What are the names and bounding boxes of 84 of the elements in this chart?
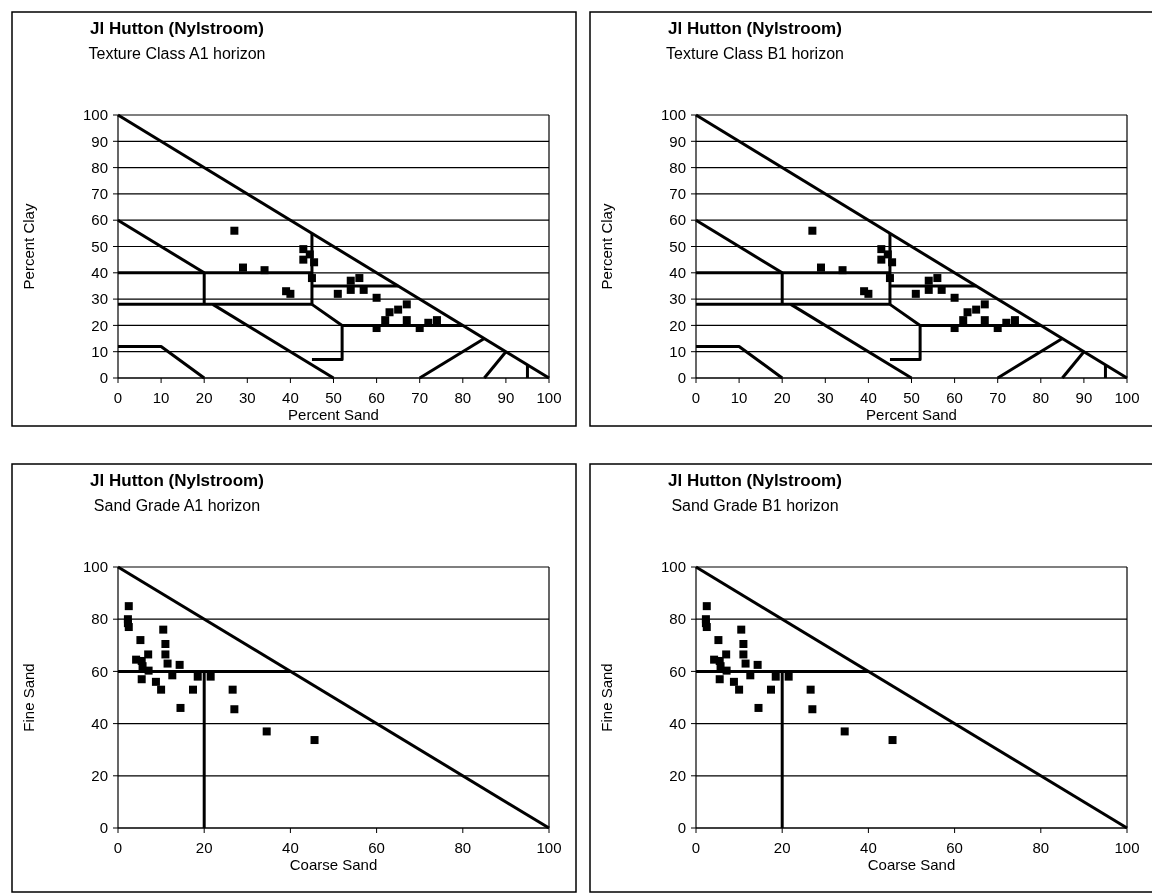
x-tick-label: 80: [1032, 389, 1050, 406]
y-tick-label: 20: [91, 316, 108, 334]
y-tick-label: 60: [669, 211, 686, 229]
y-tick-label: 0: [677, 819, 686, 837]
x-tick-label: 0: [691, 839, 701, 856]
x-tick-label: 70: [411, 389, 429, 406]
x-tick-label: 50: [903, 389, 920, 406]
y-tick-label: 20: [669, 767, 686, 785]
x-tick-label: 100: [1114, 839, 1140, 856]
x-tick-label: 100: [1114, 389, 1140, 406]
x-tick-label: 100: [536, 839, 562, 856]
x-tick-label: 40: [282, 389, 299, 406]
chart-title: Jl Hutton (Nylstroom): [668, 19, 842, 38]
y-tick-label: 80: [91, 158, 108, 176]
y-tick-label: 30: [669, 290, 686, 308]
y-tick-label: 10: [91, 342, 108, 360]
y-axis-title: Percent Clay: [598, 203, 615, 290]
x-tick-label: 60: [368, 389, 385, 406]
y-axis-title: Fine Sand: [20, 663, 37, 732]
x-tick-label: 90: [1075, 389, 1093, 406]
y-tick-label: 100: [660, 558, 686, 576]
x-tick-label: 30: [816, 389, 834, 406]
chart-subtitle: Sand Grade B1 horizon: [671, 497, 839, 514]
x-axis-title: Percent Sand: [866, 406, 957, 423]
y-tick-label: 20: [669, 316, 686, 334]
x-tick-label: 40: [860, 839, 877, 856]
y-tick-label: 100: [82, 106, 108, 124]
y-tick-label: 0: [99, 819, 108, 837]
y-tick-label: 60: [91, 211, 108, 229]
x-axis-title: Percent Sand: [288, 406, 379, 423]
y-tick-label: 40: [91, 714, 108, 732]
y-tick-label: 20: [91, 767, 108, 785]
y-axis-title: Fine Sand: [598, 663, 615, 732]
x-tick-label: 80: [1032, 839, 1050, 856]
y-tick-label: 10: [669, 342, 686, 360]
y-tick-label: 60: [669, 662, 686, 680]
chart-subtitle: Texture Class A1 horizon: [88, 45, 266, 62]
x-axis-title: Coarse Sand: [289, 856, 378, 873]
x-tick-label: 40: [860, 389, 877, 406]
x-tick-label: 40: [282, 839, 299, 856]
y-tick-label: 30: [91, 290, 108, 308]
y-tick-label: 100: [82, 558, 108, 576]
x-tick-label: 90: [497, 389, 515, 406]
x-tick-label: 0: [691, 389, 701, 406]
x-tick-label: 20: [195, 839, 213, 856]
y-tick-label: 70: [91, 185, 108, 203]
x-tick-label: 20: [195, 389, 213, 406]
y-tick-label: 80: [91, 610, 108, 628]
x-tick-label: 50: [325, 389, 342, 406]
x-tick-label: 10: [152, 389, 170, 406]
x-tick-label: 20: [773, 839, 791, 856]
y-tick-label: 40: [669, 714, 686, 732]
y-axis-title: Percent Clay: [20, 203, 37, 290]
x-tick-label: 80: [454, 839, 472, 856]
chart-title: Jl Hutton (Nylstroom): [90, 19, 264, 38]
chart-subtitle: Sand Grade A1 horizon: [93, 497, 261, 514]
y-tick-label: 80: [669, 158, 686, 176]
chart-subtitle: Texture Class B1 horizon: [666, 45, 844, 62]
x-tick-label: 0: [113, 839, 123, 856]
chart-title: Jl Hutton (Nylstroom): [90, 471, 264, 490]
x-tick-label: 0: [113, 389, 123, 406]
y-tick-label: 90: [91, 132, 108, 150]
y-tick-label: 40: [669, 264, 686, 282]
y-tick-label: 0: [677, 369, 686, 387]
x-tick-label: 70: [989, 389, 1007, 406]
y-tick-label: 80: [669, 610, 686, 628]
x-tick-label: 60: [946, 839, 963, 856]
y-tick-label: 0: [99, 369, 108, 387]
x-tick-label: 10: [730, 389, 748, 406]
x-tick-label: 80: [454, 389, 472, 406]
y-tick-label: 70: [669, 185, 686, 203]
x-tick-label: 60: [946, 389, 963, 406]
y-tick-label: 100: [660, 106, 686, 124]
x-axis-title: Coarse Sand: [867, 856, 956, 873]
y-tick-label: 60: [91, 662, 108, 680]
y-tick-label: 40: [91, 264, 108, 282]
chart-title: Jl Hutton (Nylstroom): [668, 471, 842, 490]
y-tick-label: 90: [669, 132, 686, 150]
x-tick-label: 30: [238, 389, 256, 406]
x-tick-label: 100: [536, 389, 562, 406]
x-tick-label: 20: [773, 389, 791, 406]
y-tick-label: 50: [669, 237, 686, 255]
y-tick-label: 50: [91, 237, 108, 255]
x-tick-label: 60: [368, 839, 385, 856]
